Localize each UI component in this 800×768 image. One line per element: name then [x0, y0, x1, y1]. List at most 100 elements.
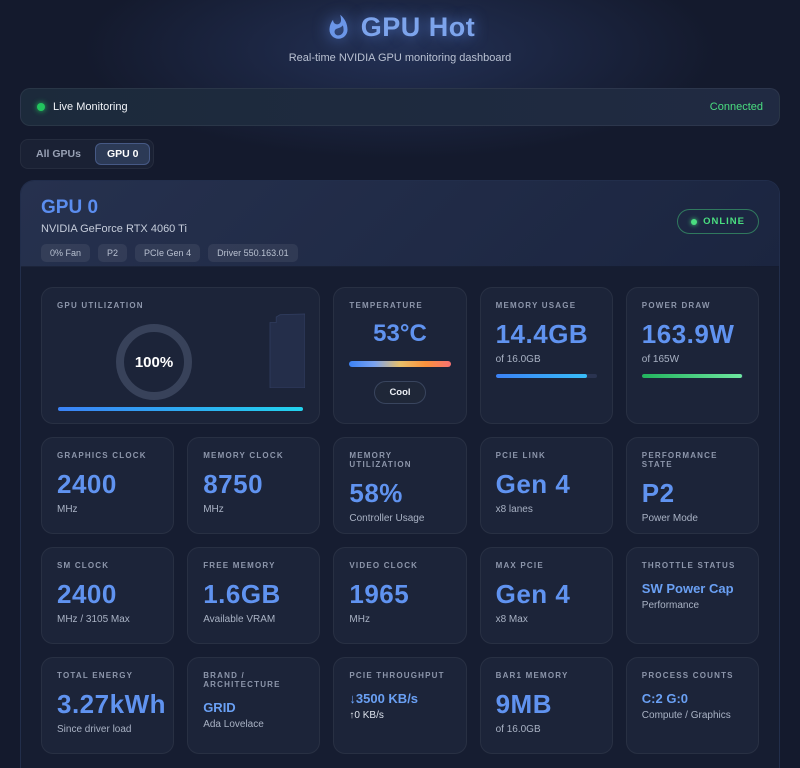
- card-gpu-utilization: GPU UTILIZATION 100%: [41, 287, 321, 424]
- card-value: C:2 G:0: [641, 691, 689, 706]
- card-sub: MHz / 3105 Max: [57, 614, 130, 625]
- card-brand-architecture: BRAND / ARCHITECTURE GRID Ada Lovelace: [187, 657, 321, 754]
- utilization-bar: [58, 407, 304, 411]
- progress-fill: [641, 374, 742, 378]
- card-label: PCIE LINK: [495, 451, 546, 460]
- card-label: POWER DRAW: [641, 301, 711, 310]
- badge-fan: 0% Fan: [41, 244, 91, 262]
- utilization-value: 100%: [134, 353, 174, 371]
- card-max-pcie: MAX PCIE Gen 4 x8 Max: [479, 547, 613, 644]
- card-sub: Ada Lovelace: [203, 719, 264, 730]
- card-sub: of 165W: [641, 354, 680, 365]
- card-label: GPU UTILIZATION: [57, 301, 144, 310]
- badge-pstate: P2: [98, 244, 128, 262]
- card-value: Gen 4: [495, 469, 571, 499]
- gpu-name: NVIDIA GeForce RTX 4060 Ti: [41, 223, 187, 235]
- card-value: 163.9W: [641, 319, 735, 349]
- card-value: 14.4GB: [495, 319, 589, 349]
- online-label: ONLINE: [703, 216, 745, 227]
- gpu-title: GPU 0: [41, 197, 99, 218]
- card-value: 8750: [203, 469, 264, 499]
- card-label: BAR1 MEMORY: [495, 671, 569, 680]
- card-sub: MHz: [57, 504, 78, 515]
- temperature-gradient-bar: [349, 361, 451, 367]
- connection-status: Connected: [709, 101, 763, 113]
- card-value: 1.6GB: [203, 579, 281, 609]
- card-sub: Controller Usage: [349, 513, 425, 524]
- card-sub: of 16.0GB: [495, 724, 541, 735]
- metrics-grid: GPU UTILIZATION 100% TEMPERATURE 53°C Cool ME…: [21, 267, 779, 768]
- page-subtitle: Real-time NVIDIA GPU monitoring dashboar…: [288, 52, 512, 64]
- live-dot-icon: [37, 103, 45, 111]
- page-title: GPU Hot: [360, 12, 476, 42]
- card-label: BRAND / ARCHITECTURE: [203, 671, 281, 689]
- card-memory-clock: MEMORY CLOCK 8750 MHz: [187, 437, 321, 534]
- card-label: MEMORY CLOCK: [203, 451, 284, 460]
- card-sub: of 16.0GB: [495, 354, 541, 365]
- utilization-history-sparkline: [269, 313, 306, 388]
- temperature-state-badge: Cool: [374, 381, 426, 404]
- card-label: PCIE THROUGHPUT: [349, 671, 445, 680]
- card-video-clock: VIDEO CLOCK 1965 MHz: [333, 547, 467, 644]
- card-label: TOTAL ENERGY: [57, 671, 134, 680]
- tab-gpu-0[interactable]: GPU 0: [94, 143, 151, 165]
- card-sub: MHz: [349, 614, 370, 625]
- card-value: ↓3500 KB/s: [349, 691, 419, 706]
- card-value: 3.27kWh: [57, 689, 166, 719]
- gpu-tabs: All GPUs GPU 0: [20, 139, 155, 169]
- card-value: Gen 4: [495, 579, 571, 609]
- card-label: MEMORY USAGE: [495, 301, 577, 310]
- progress-track: [349, 533, 450, 534]
- card-value: SW Power Cap: [641, 581, 734, 596]
- card-value: 9MB: [495, 689, 552, 719]
- card-label: PERFORMANCE STATE: [641, 451, 718, 469]
- card-value: 1965: [349, 579, 410, 609]
- app-header: GPU Hot Real-time NVIDIA GPU monitoring …: [0, 0, 800, 64]
- progress-track: [495, 374, 597, 378]
- card-label: PROCESS COUNTS: [641, 671, 734, 680]
- flame-icon: [329, 14, 348, 39]
- card-label: VIDEO CLOCK: [349, 561, 419, 570]
- card-label: MAX PCIE: [495, 561, 544, 570]
- card-process-counts: PROCESS COUNTS C:2 G:0 Compute / Graphics: [625, 657, 759, 754]
- card-power-draw: POWER DRAW 163.9W of 165W: [625, 287, 759, 424]
- card-sub: x8 lanes: [495, 504, 533, 515]
- card-label: SM CLOCK: [57, 561, 110, 570]
- tab-all-gpus[interactable]: All GPUs: [36, 148, 81, 160]
- status-bar: Live Monitoring Connected: [20, 88, 780, 126]
- card-performance-state: PERFORMANCE STATE P2 Power Mode: [625, 437, 759, 534]
- card-label: FREE MEMORY: [203, 561, 276, 570]
- card-memory-utilization: MEMORY UTILIZATION 58% Controller Usage: [333, 437, 467, 534]
- live-monitoring-label: Live Monitoring: [53, 101, 128, 113]
- card-sub: Since driver load: [57, 724, 132, 735]
- utilization-gauge: 100%: [116, 324, 192, 400]
- badge-driver: Driver 550.163.01: [208, 244, 298, 262]
- card-pcie-link: PCIE LINK Gen 4 x8 lanes: [479, 437, 613, 534]
- card-value: 2400: [57, 579, 117, 609]
- card-graphics-clock: GRAPHICS CLOCK 2400 MHz: [41, 437, 175, 534]
- card-label: THROTTLE STATUS: [641, 561, 736, 570]
- card-sub: x8 Max: [495, 614, 528, 625]
- card-sub: Compute / Graphics: [641, 710, 731, 721]
- card-sub: ↑0 KB/s: [349, 710, 384, 721]
- gpu-card-header: GPU 0 NVIDIA GeForce RTX 4060 Ti 0% Fan …: [21, 181, 779, 267]
- card-throttle-status: THROTTLE STATUS SW Power Cap Performance: [625, 547, 759, 644]
- card-value: P2: [641, 478, 675, 508]
- card-sub: MHz: [203, 504, 224, 515]
- card-temperature: TEMPERATURE 53°C Cool: [333, 287, 467, 424]
- gpu-card: GPU 0 NVIDIA GeForce RTX 4060 Ti 0% Fan …: [20, 180, 780, 768]
- progress-track: [641, 374, 743, 378]
- online-status-badge: ONLINE: [677, 209, 759, 234]
- badge-pcie-gen: PCIe Gen 4: [135, 244, 201, 262]
- card-sub: Performance: [641, 600, 700, 611]
- progress-fill: [349, 533, 408, 534]
- card-value: 58%: [349, 478, 403, 508]
- card-label: MEMORY UTILIZATION: [349, 451, 412, 469]
- card-label: TEMPERATURE: [349, 301, 423, 310]
- progress-fill: [495, 374, 587, 378]
- gpu-badges: 0% Fan P2 PCIe Gen 4 Driver 550.163.01: [41, 244, 298, 262]
- card-sub: Available VRAM: [203, 614, 276, 625]
- card-memory-usage: MEMORY USAGE 14.4GB of 16.0GB: [479, 287, 613, 424]
- card-label: GRAPHICS CLOCK: [57, 451, 147, 460]
- card-pcie-throughput: PCIE THROUGHPUT ↓3500 KB/s ↑0 KB/s: [333, 657, 467, 754]
